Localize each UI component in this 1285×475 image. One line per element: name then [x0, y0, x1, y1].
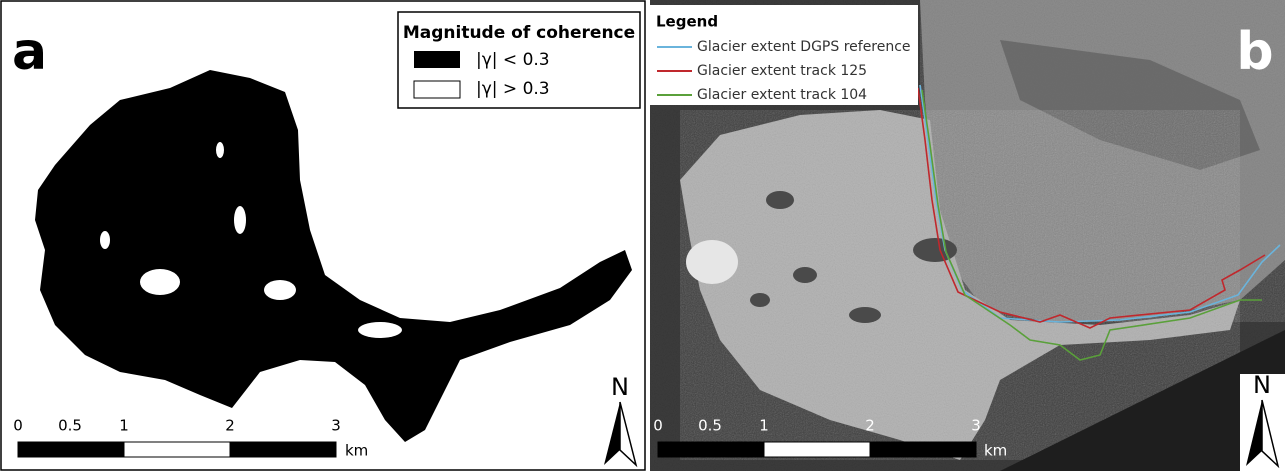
scale-label: 0 [13, 417, 23, 435]
scale-bar [658, 442, 976, 457]
panel-label: a [12, 22, 47, 82]
scale-label: 0.5 [58, 417, 82, 435]
legend-item: Glacier extent track 104 [697, 87, 867, 103]
scale-label: 1 [119, 417, 129, 435]
legend-item: Glacier extent DGPS reference [697, 39, 911, 55]
bright-patch [686, 240, 738, 284]
scale-label: 1 [759, 417, 769, 435]
figure: a Magnitude of coherence |γ| < 0.3 |γ| >… [0, 0, 1285, 471]
scale-label: 3 [331, 417, 341, 435]
north-label: N [611, 373, 629, 401]
scale-label: 0 [653, 417, 663, 435]
legend-title: Legend [656, 13, 718, 31]
legend-item: |γ| > 0.3 [476, 79, 550, 99]
glacier-surface [920, 0, 1285, 322]
scale-label: 0.5 [698, 417, 722, 435]
north-label: N [1253, 371, 1271, 399]
panel-b: Legend Glacier extent DGPS reference Gla… [650, 0, 1285, 471]
legend-title: Magnitude of coherence [403, 23, 635, 43]
scale-bar [18, 442, 336, 457]
scale-unit: km [984, 442, 1007, 460]
legend-item: Glacier extent track 125 [697, 63, 867, 79]
scale-unit: km [345, 442, 368, 460]
panel-a: a Magnitude of coherence |γ| < 0.3 |γ| >… [1, 1, 645, 470]
scale-label: 2 [865, 417, 875, 435]
legend-item: |γ| < 0.3 [476, 50, 550, 70]
scale-label: 2 [225, 417, 235, 435]
scale-label: 3 [971, 417, 981, 435]
legend-swatch [414, 81, 460, 98]
legend-swatch [414, 51, 460, 68]
panel-label: b [1236, 22, 1273, 82]
